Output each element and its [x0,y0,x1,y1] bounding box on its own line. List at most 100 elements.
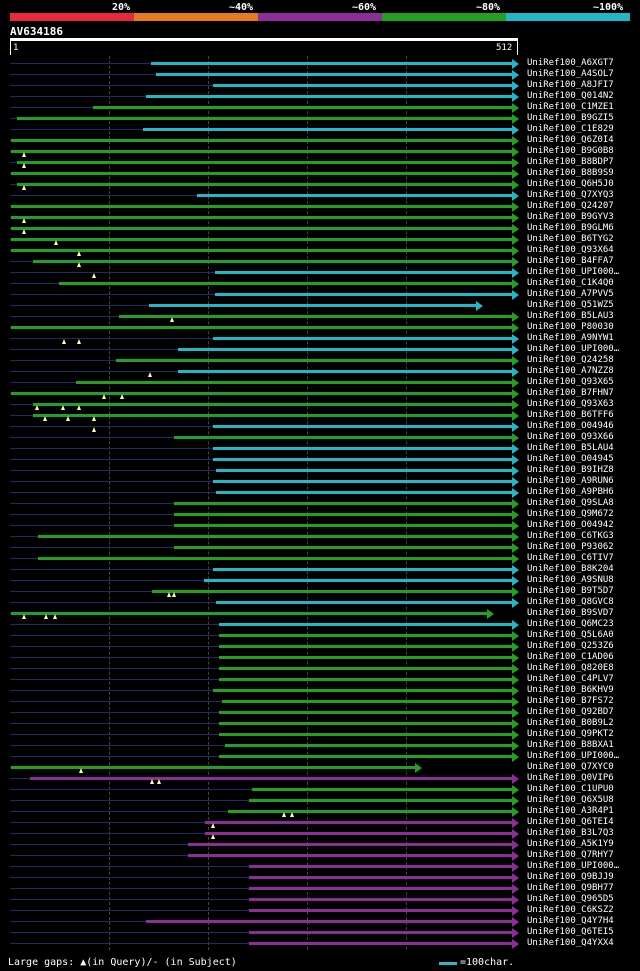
hit-alignment-bar[interactable] [174,436,512,439]
hit-row[interactable]: UniRef100_O04945 [0,454,640,465]
hit-label[interactable]: UniRef100_Q93X63 [527,399,614,409]
hit-row[interactable]: UniRef100_UPI000… [0,267,640,278]
hit-alignment-bar[interactable] [145,920,512,923]
hit-alignment-bar[interactable] [205,832,512,835]
hit-alignment-bar[interactable] [222,700,512,703]
hit-row[interactable]: UniRef100_Q4YXX4 [0,938,640,949]
hit-row[interactable]: UniRef100_Q253Z6 [0,641,640,652]
hit-label[interactable]: UniRef100_Q9BH77 [527,883,614,893]
hit-row[interactable]: UniRef100_B8BXA1 [0,740,640,751]
hit-row[interactable]: UniRef100_C1E829 [0,124,640,135]
hit-alignment-bar[interactable] [174,524,512,527]
hit-label[interactable]: UniRef100_Q9BJJ9 [527,872,614,882]
hit-row[interactable]: UniRef100_B7FS72 [0,696,640,707]
hit-row[interactable]: UniRef100_B6TYG2 [0,234,640,245]
hit-row[interactable]: UniRef100_Q93X66 [0,432,640,443]
hit-row[interactable]: UniRef100_Q4Y7H4 [0,916,640,927]
hit-label[interactable]: UniRef100_C1E829 [527,124,614,134]
hit-label[interactable]: UniRef100_A9PBH6 [527,487,614,497]
hit-alignment-bar[interactable] [213,689,512,692]
hit-row[interactable]: UniRef100_Q9BJJ9 [0,872,640,883]
hit-row[interactable]: UniRef100_Q6TEI5 [0,927,640,938]
hit-alignment-bar[interactable] [10,326,512,329]
hit-alignment-bar[interactable] [177,348,512,351]
hit-alignment-bar[interactable] [248,931,512,934]
hit-label[interactable]: UniRef100_B6KHV9 [527,685,614,695]
hit-label[interactable]: UniRef100_Q6H5J0 [527,179,614,189]
hit-row[interactable]: UniRef100_A7PVV5 [0,289,640,300]
hit-alignment-bar[interactable] [32,414,512,417]
hit-label[interactable]: UniRef100_C1MZE1 [527,102,614,112]
hit-alignment-bar[interactable] [219,634,512,637]
hit-alignment-bar[interactable] [16,183,512,186]
hit-label[interactable]: UniRef100_B5LAU3 [527,311,614,321]
hit-label[interactable]: UniRef100_C6TKG3 [527,531,614,541]
hit-row[interactable]: UniRef100_Q9BH77 [0,883,640,894]
hit-row[interactable]: UniRef100_O04942 [0,520,640,531]
hit-label[interactable]: UniRef100_Q9SLA8 [527,498,614,508]
hit-row[interactable]: UniRef100_B9T5D7 [0,586,640,597]
hit-row[interactable]: UniRef100_B6KHV9 [0,685,640,696]
hit-label[interactable]: UniRef100_B6TYG2 [527,234,614,244]
hit-row[interactable]: UniRef100_B8BDP7 [0,157,640,168]
hit-row[interactable]: UniRef100_P80030 [0,322,640,333]
hit-label[interactable]: UniRef100_O04946 [527,421,614,431]
hit-label[interactable]: UniRef100_Q9M672 [527,509,614,519]
hit-label[interactable]: UniRef100_P93062 [527,542,614,552]
hit-row[interactable]: UniRef100_C1MZE1 [0,102,640,113]
hit-alignment-bar[interactable] [119,315,512,318]
hit-row[interactable]: UniRef100_Q93X63 [0,399,640,410]
hit-row[interactable]: UniRef100_Q6MC23 [0,619,640,630]
hit-label[interactable]: UniRef100_Q8GVC8 [527,597,614,607]
hit-alignment-bar[interactable] [219,733,512,736]
hit-row[interactable]: UniRef100_Q24258 [0,355,640,366]
hit-label[interactable]: UniRef100_B9IHZ8 [527,465,614,475]
hit-alignment-bar[interactable] [116,359,512,362]
hit-row[interactable]: UniRef100_A4SOL7 [0,69,640,80]
hit-row[interactable]: UniRef100_Q92BD7 [0,707,640,718]
hit-row[interactable]: UniRef100_B6TFF6 [0,410,640,421]
hit-row[interactable]: UniRef100_UPI000… [0,344,640,355]
hit-label[interactable]: UniRef100_Q6TEI5 [527,927,614,937]
hit-label[interactable]: UniRef100_UPI000… [527,344,620,354]
hit-label[interactable]: UniRef100_B8BDP7 [527,157,614,167]
hit-row[interactable]: UniRef100_B5LAU3 [0,311,640,322]
hit-alignment-bar[interactable] [219,645,512,648]
hit-row[interactable]: UniRef100_B9SVD7 [0,608,640,619]
hit-label[interactable]: UniRef100_Q9PKT2 [527,729,614,739]
hit-row[interactable]: UniRef100_A7NZZ8 [0,366,640,377]
hit-row[interactable]: UniRef100_Q93X64 [0,245,640,256]
hit-alignment-bar[interactable] [251,788,512,791]
hit-row[interactable]: UniRef100_B9GYV3 [0,212,640,223]
hit-label[interactable]: UniRef100_B9T5D7 [527,586,614,596]
hit-alignment-bar[interactable] [219,678,512,681]
hit-alignment-bar[interactable] [152,590,512,593]
hit-row[interactable]: UniRef100_Q7XYC0 [0,762,640,773]
hit-label[interactable]: UniRef100_Q0VIP6 [527,773,614,783]
hit-alignment-bar[interactable] [75,381,512,384]
hit-row[interactable]: UniRef100_Q5L6A0 [0,630,640,641]
hit-label[interactable]: UniRef100_C1AD06 [527,652,614,662]
hit-label[interactable]: UniRef100_A6XGT7 [527,58,614,68]
hit-alignment-bar[interactable] [10,216,512,219]
hit-alignment-bar[interactable] [216,469,512,472]
hit-label[interactable]: UniRef100_Q92BD7 [527,707,614,717]
hit-label[interactable]: UniRef100_Q51WZ5 [527,300,614,310]
hit-row[interactable]: UniRef100_A9PBH6 [0,487,640,498]
hit-label[interactable]: UniRef100_Q6MC23 [527,619,614,629]
hit-alignment-bar[interactable] [219,722,512,725]
hit-alignment-bar[interactable] [225,744,512,747]
hit-row[interactable]: UniRef100_P93062 [0,542,640,553]
hit-alignment-bar[interactable] [219,623,512,626]
hit-label[interactable]: UniRef100_Q6X5U8 [527,795,614,805]
hit-label[interactable]: UniRef100_B3L7Q3 [527,828,614,838]
hit-alignment-bar[interactable] [216,601,512,604]
hit-label[interactable]: UniRef100_B8BXA1 [527,740,614,750]
hit-label[interactable]: UniRef100_A3R4P1 [527,806,614,816]
hit-label[interactable]: UniRef100_Q6TEI4 [527,817,614,827]
hit-alignment-bar[interactable] [248,942,512,945]
hit-alignment-bar[interactable] [16,161,512,164]
hit-row[interactable]: UniRef100_A9SNU8 [0,575,640,586]
hit-label[interactable]: UniRef100_UPI000… [527,751,620,761]
hit-row[interactable]: UniRef100_O04946 [0,421,640,432]
